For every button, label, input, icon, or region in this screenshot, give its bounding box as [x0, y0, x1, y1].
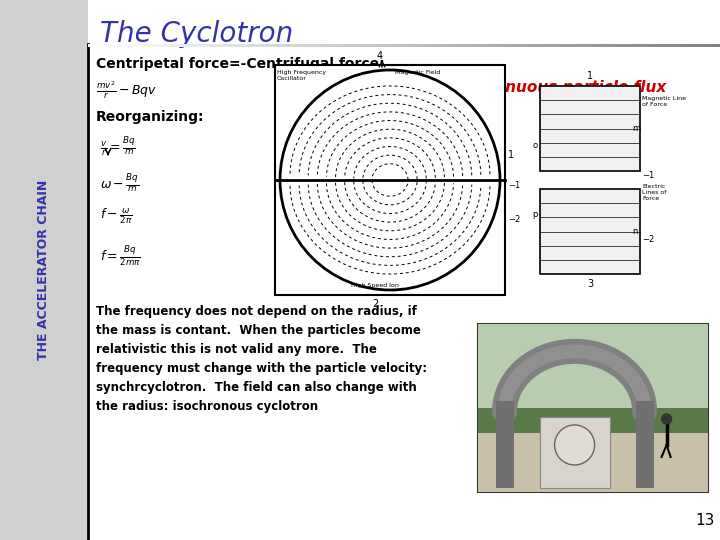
Text: Magnetic Line
of Force: Magnetic Line of Force [642, 96, 686, 107]
FancyBboxPatch shape [540, 86, 640, 171]
Text: High Speed Ion: High Speed Ion [351, 283, 399, 288]
FancyBboxPatch shape [0, 0, 88, 540]
FancyBboxPatch shape [478, 324, 708, 416]
Text: m: m [632, 124, 640, 133]
Text: Reorganizing:: Reorganizing: [96, 110, 204, 124]
Text: The frequency does not depend on the radius, if
the mass is contant.  When the p: The frequency does not depend on the rad… [96, 305, 427, 413]
Text: p: p [533, 210, 538, 219]
Text: −2: −2 [642, 235, 654, 245]
FancyBboxPatch shape [478, 433, 708, 492]
Text: Continuous particle flux: Continuous particle flux [460, 80, 666, 95]
Circle shape [554, 425, 595, 465]
Text: Electric
Lines of
Force: Electric Lines of Force [642, 185, 667, 201]
Circle shape [662, 414, 672, 424]
Text: Centripetal force=-Centrifugal force:: Centripetal force=-Centrifugal force: [96, 57, 384, 71]
Text: THE ACCELERATOR CHAIN: THE ACCELERATOR CHAIN [37, 180, 50, 360]
FancyBboxPatch shape [539, 417, 610, 488]
FancyBboxPatch shape [275, 65, 505, 295]
Text: High Frequency
Oscillator: High Frequency Oscillator [277, 70, 326, 81]
FancyBboxPatch shape [636, 401, 654, 488]
Text: −1: −1 [508, 180, 521, 190]
FancyBboxPatch shape [495, 401, 513, 488]
Text: 3: 3 [587, 279, 593, 289]
FancyBboxPatch shape [540, 189, 640, 274]
Text: Magnetic Field: Magnetic Field [395, 70, 441, 75]
Text: n: n [632, 227, 637, 236]
Text: $\omega - \frac{Bq}{m}$: $\omega - \frac{Bq}{m}$ [100, 172, 140, 194]
FancyBboxPatch shape [478, 324, 708, 492]
Text: $\frac{mv^2}{r} - Bqv$: $\frac{mv^2}{r} - Bqv$ [96, 80, 157, 102]
Text: o: o [533, 141, 538, 150]
Text: 1: 1 [587, 71, 593, 81]
FancyBboxPatch shape [478, 408, 708, 442]
Text: The Cyclotron: The Cyclotron [100, 20, 293, 48]
Text: $\frac{v}{r} = \frac{Bq}{m}$: $\frac{v}{r} = \frac{Bq}{m}$ [100, 136, 135, 159]
Text: −2: −2 [508, 215, 521, 225]
Text: −1: −1 [642, 171, 654, 180]
Text: 1: 1 [508, 150, 514, 160]
Text: 4: 4 [377, 51, 383, 61]
Text: $f - \frac{\omega}{2\pi}$: $f - \frac{\omega}{2\pi}$ [100, 207, 132, 226]
Text: 2: 2 [372, 299, 378, 309]
Text: $f = \frac{Bq}{2m\pi}$: $f = \frac{Bq}{2m\pi}$ [100, 245, 141, 269]
Text: 13: 13 [696, 513, 715, 528]
